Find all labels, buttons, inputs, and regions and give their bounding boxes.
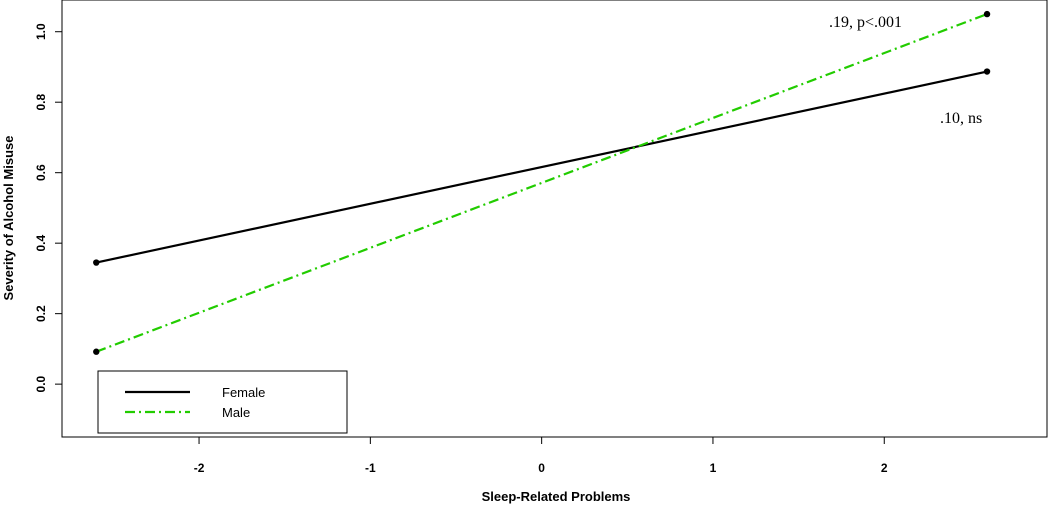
- annotation-female: .10, ns: [940, 110, 982, 127]
- y-tick-label: 0.4: [34, 235, 48, 252]
- y-tick-label: 0.8: [34, 94, 48, 111]
- data-point-male: [983, 10, 991, 18]
- x-tick-label: 0: [538, 461, 545, 475]
- x-tick-label: -1: [365, 461, 376, 475]
- legend: Female Male: [97, 370, 348, 434]
- series-layer: [93, 10, 991, 355]
- y-tick-label: 0.2: [34, 305, 48, 322]
- x-axis-title: Sleep-Related Problems: [482, 489, 631, 504]
- data-point-female: [983, 68, 991, 75]
- series-line-female: [96, 70, 988, 264]
- legend-label-male: Male: [222, 405, 250, 420]
- plot-frame: [61, 0, 1048, 438]
- data-point-male: [93, 348, 100, 355]
- legend-box: [97, 370, 348, 434]
- y-tick-label: 0.6: [34, 164, 48, 181]
- y-tick-label: 1.0: [34, 23, 48, 40]
- legend-label-female: Female: [222, 385, 265, 400]
- y-axis: 0.0 0.2 0.4 0.6 0.8 1.0: [34, 23, 62, 392]
- x-tick-label: 1: [710, 461, 717, 475]
- y-axis-title: Severity of Alcohol Misuse: [1, 136, 16, 301]
- annotations: .10, ns .19, p<.001: [829, 14, 982, 127]
- annotation-male: .19, p<.001: [829, 14, 902, 31]
- x-tick-label: -2: [194, 461, 205, 475]
- x-tick-label: 2: [881, 461, 888, 475]
- y-tick-label: 0.0: [34, 375, 48, 392]
- x-axis: -2 -1 0 1 2: [194, 437, 888, 475]
- data-point-female: [93, 259, 100, 266]
- series-line-male: [95, 13, 988, 353]
